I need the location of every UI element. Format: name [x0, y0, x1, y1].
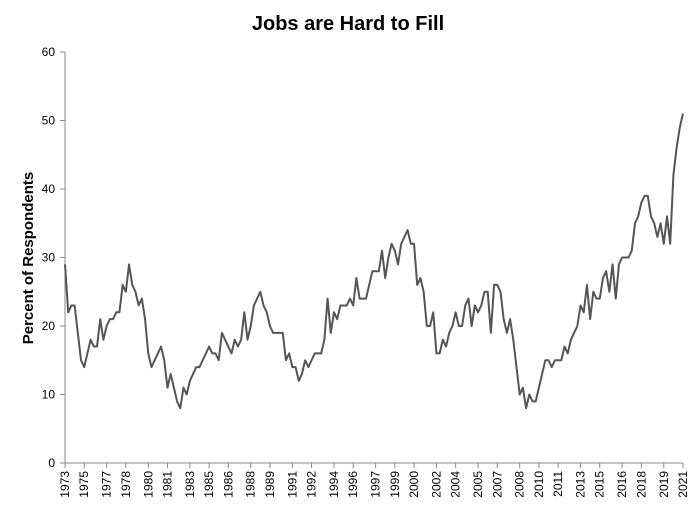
- y-tick-label: 0: [48, 456, 55, 470]
- x-tick-label: 1973: [58, 471, 72, 498]
- x-tick-label: 1981: [160, 471, 174, 498]
- x-tick-label: 1997: [369, 471, 383, 498]
- x-tick-label: 2008: [513, 471, 527, 498]
- x-tick-label: 2016: [615, 471, 629, 498]
- x-tick-label: 2019: [657, 471, 671, 498]
- x-tick-label: 2015: [593, 471, 607, 498]
- x-tick-label: 2004: [449, 471, 463, 498]
- y-tick-label: 30: [42, 251, 56, 265]
- x-tick-label: 1996: [346, 471, 360, 498]
- x-tick-label: 1994: [327, 471, 341, 498]
- x-tick-label: 2013: [574, 471, 588, 498]
- x-tick-label: 2000: [407, 471, 421, 498]
- x-tick-label: 2011: [551, 471, 565, 497]
- x-tick-label: 1992: [305, 471, 319, 498]
- y-tick-label: 40: [42, 182, 56, 196]
- chart-title: Jobs are Hard to Fill: [252, 13, 444, 35]
- data-line: [64, 113, 684, 410]
- x-tick-label: 1986: [221, 471, 235, 498]
- x-tick-label: 2002: [429, 471, 443, 498]
- y-axis-label: Percent of Respondents: [20, 172, 37, 345]
- x-tick-label: 1980: [141, 471, 155, 498]
- x-tick-label: 2018: [634, 471, 648, 498]
- y-tick-label: 20: [42, 319, 56, 333]
- x-tick-label: 1989: [263, 471, 277, 498]
- y-tick-label: 60: [42, 45, 56, 59]
- x-tick-label: 2010: [532, 471, 546, 498]
- x-tick-label: 1999: [388, 471, 402, 498]
- x-tick-label: 2005: [471, 471, 485, 498]
- x-tick-label: 1985: [202, 471, 216, 498]
- x-tick-label: 2021: [676, 471, 690, 498]
- y-tick-label: 10: [42, 388, 56, 402]
- x-tick-label: 1991: [285, 471, 299, 498]
- x-tick-label: 2007: [490, 471, 504, 498]
- x-tick-label: 1975: [77, 471, 91, 498]
- x-tick-label: 1988: [244, 471, 258, 498]
- x-tick-label: 1978: [119, 471, 133, 498]
- x-tick-label: 1977: [100, 471, 114, 498]
- y-tick-label: 50: [42, 114, 56, 128]
- x-tick-label: 1983: [183, 471, 197, 498]
